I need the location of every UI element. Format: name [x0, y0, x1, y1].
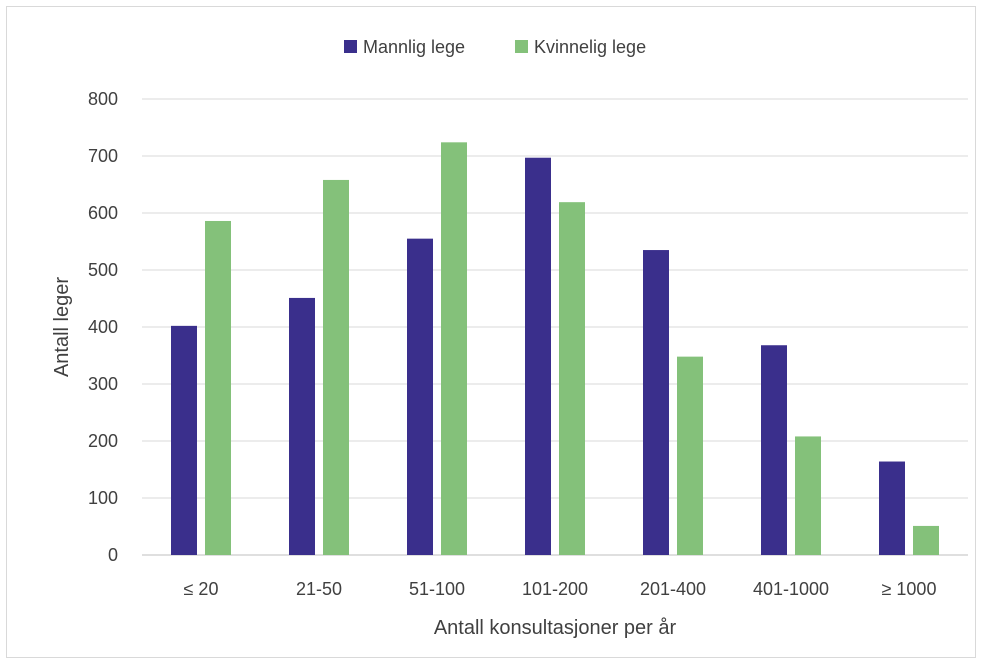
y-tick-label: 300: [88, 374, 118, 394]
bar-kvinnelig: [441, 142, 467, 555]
bar-mannlig: [171, 325, 197, 555]
y-tick-label: 0: [108, 545, 118, 565]
y-tick-label: 700: [88, 146, 118, 166]
gridlines: [142, 98, 968, 556]
bar-kvinnelig: [913, 525, 939, 555]
bar-mannlig: [879, 461, 905, 555]
y-tick-label: 600: [88, 203, 118, 223]
legend-swatch: [344, 40, 357, 53]
legend-label: Kvinnelig lege: [534, 37, 646, 57]
x-tick-labels: ≤ 20 21-50 51-100 101-200 201-400 401-1000 ≥ 1…: [184, 579, 937, 599]
x-tick-label: 21-50: [296, 579, 342, 599]
y-tick-label: 500: [88, 260, 118, 280]
bar-mannlig: [643, 250, 669, 556]
x-axis-title: Antall konsultasjoner per år: [434, 617, 677, 639]
y-tick-label: 800: [88, 89, 118, 109]
bar-kvinnelig: [323, 179, 349, 555]
bar-kvinnelig: [795, 436, 821, 555]
x-tick-label: 101-200: [522, 579, 588, 599]
legend-swatch: [515, 40, 528, 53]
bar-kvinnelig: [677, 356, 703, 555]
legend: Mannlig lege Kvinnelig lege: [344, 37, 646, 57]
bars: [171, 142, 939, 556]
bar-mannlig: [407, 238, 433, 555]
bar-kvinnelig: [559, 202, 585, 556]
bar-kvinnelig: [205, 220, 231, 556]
y-tick-label: 100: [88, 488, 118, 508]
x-tick-label: ≤ 20: [184, 579, 219, 599]
y-tick-label: 400: [88, 317, 118, 337]
legend-label: Mannlig lege: [363, 37, 465, 57]
x-tick-label: 401-1000: [753, 579, 829, 599]
y-tick-label: 200: [88, 431, 118, 451]
y-axis-title: Antall leger: [51, 277, 73, 377]
bar-mannlig: [289, 297, 315, 555]
x-tick-label: 201-400: [640, 579, 706, 599]
bar-mannlig: [761, 345, 787, 555]
x-tick-label: ≥ 1000: [882, 579, 937, 599]
y-tick-labels: 0 100 200 300 400 500 600 700 800: [88, 89, 118, 565]
bar-mannlig: [525, 157, 551, 555]
x-tick-label: 51-100: [409, 579, 465, 599]
